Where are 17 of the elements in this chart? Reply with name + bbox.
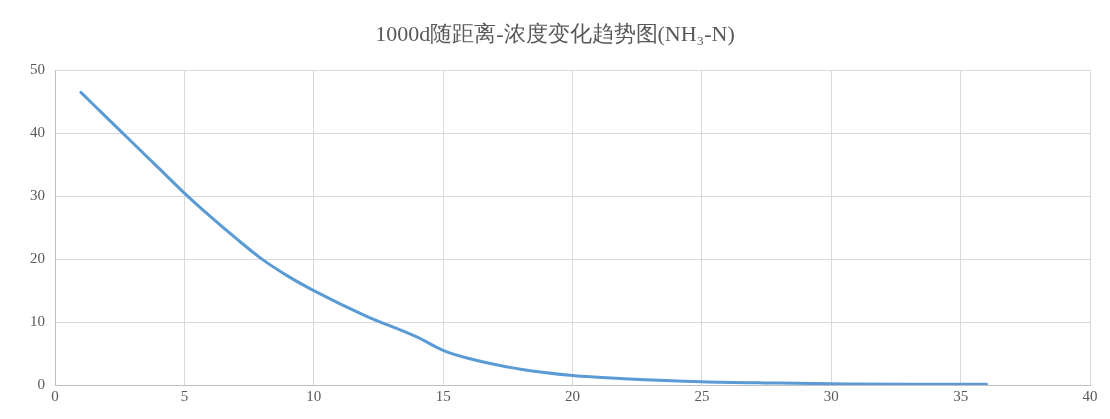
line-series xyxy=(79,90,988,385)
y-tick-label: 0 xyxy=(37,375,45,392)
chart-title: 1000d随距离-浓度变化趋势图(NH₃-N) xyxy=(375,20,735,46)
y-tick-label: 40 xyxy=(30,124,45,141)
x-tick-label: 0 xyxy=(51,387,59,404)
y-tick-label: 10 xyxy=(30,313,45,330)
x-tick-label: 25 xyxy=(694,387,710,404)
y-tick-label: 20 xyxy=(30,250,45,267)
y-tick-label: 30 xyxy=(30,187,45,204)
x-tick-label: 35 xyxy=(953,387,969,404)
x-tick-label: 40 xyxy=(1082,387,1098,404)
x-tick-label: 15 xyxy=(435,387,451,404)
x-tick-label: 10 xyxy=(306,387,322,404)
x-tick-label: 20 xyxy=(565,387,580,404)
x-tick-label: 5 xyxy=(180,387,189,404)
y-tick-label: 50 xyxy=(30,61,45,78)
x-tick-label: 30 xyxy=(823,387,839,404)
